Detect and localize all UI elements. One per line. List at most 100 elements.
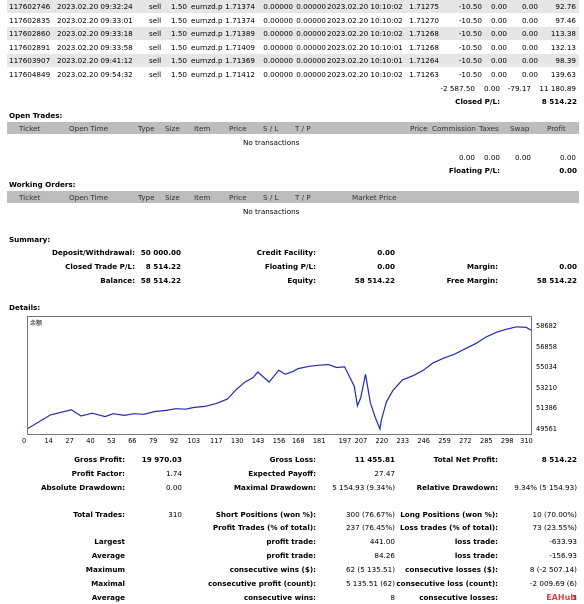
- x-tick-label: 220: [375, 437, 389, 445]
- y-tick-label: 51386: [536, 404, 557, 413]
- eahub-watermark: EAHub: [546, 593, 576, 602]
- table-cell: 0.00000: [296, 29, 326, 38]
- stat-avg-cons-wins-label: consecutive wins:: [243, 593, 316, 602]
- table-cell: 0.00: [490, 15, 507, 25]
- table-cell: 1.71268: [409, 29, 439, 38]
- table-cell: 1.71369: [225, 56, 255, 65]
- table-cell: 2023.02.20 09:41:12: [57, 56, 133, 65]
- x-tick-label: 130: [230, 437, 244, 445]
- table-cell: 1.50: [170, 69, 187, 79]
- table-cell: 0.00: [521, 42, 538, 52]
- stat-short: 300 (76.67%): [345, 510, 395, 519]
- table-cell: 2023.02.20 10:10:02: [327, 2, 403, 11]
- stat-cons-profit-label: consecutive profit (count):: [207, 579, 316, 588]
- margin-label: Margin:: [466, 262, 498, 271]
- table-cell: sell: [149, 56, 162, 65]
- column-header: Profit: [547, 124, 566, 133]
- stat-total-trades: 310: [168, 510, 182, 519]
- x-tick-label: 156: [272, 437, 286, 445]
- stat-max-dd: 5 154.93 (9.34%): [332, 483, 395, 492]
- balance-chart-svg: [27, 326, 532, 432]
- stat-largest-profit: 441.00: [369, 537, 395, 546]
- table-cell: eurnzd.p: [191, 2, 223, 11]
- table-cell: 0.00000: [263, 56, 293, 65]
- x-tick-label: 272: [459, 437, 472, 445]
- stat-rel-dd-label: Relative Drawdown:: [416, 483, 498, 492]
- table-cell: 2023.02.20 10:10:02: [327, 69, 403, 79]
- stat-avg2-label: Average: [91, 593, 125, 602]
- closed-pl-value: 8 514.22: [541, 97, 577, 106]
- working-orders-title: Working Orders:: [9, 180, 76, 189]
- x-tick-label: 181: [312, 437, 326, 445]
- details-title: Details:: [9, 303, 41, 312]
- x-tick-label: 40: [86, 437, 95, 445]
- stat-avg-cons-losses-label: consecutive losses:: [419, 593, 498, 602]
- y-tick-label: 58682: [536, 322, 557, 330]
- stat-expected-payoff: 27.47: [374, 469, 395, 478]
- table-cell: 2023.02.20 09:32:24: [57, 2, 133, 11]
- table-cell: sell: [149, 42, 162, 52]
- table-row: 117602746 2023.02.20 09:32:24 sell 1.50 eurn…: [7, 0, 579, 13]
- closed-trade-label: Closed Trade P/L:: [65, 262, 135, 271]
- table-row: 117604849 2023.02.20 09:54:32 sell 1.50 eurn…: [7, 68, 579, 81]
- stat-rel-dd: 9.34% (5 154.93): [514, 483, 577, 492]
- table-cell: 117602746: [9, 2, 51, 11]
- stat-total-trades-label: Total Trades:: [73, 510, 125, 519]
- table-cell: 1.71264: [409, 56, 439, 65]
- table-cell: 0.00: [521, 29, 538, 38]
- column-header: Type: [138, 124, 155, 133]
- table-cell: 2023.02.20 09:33:58: [57, 42, 133, 52]
- equity-label: Equity:: [287, 276, 316, 285]
- table-cell: 0.00000: [263, 15, 293, 25]
- x-tick-label: 259: [438, 437, 451, 445]
- column-header: Commission: [432, 124, 476, 133]
- stat-gross-profit-label: Gross Profit:: [74, 455, 125, 464]
- x-tick-label: 285: [480, 437, 493, 445]
- table-cell: 0.00000: [296, 42, 326, 52]
- table-cell: eurnzd.p: [191, 69, 223, 79]
- table-cell: 117602860: [9, 29, 51, 38]
- stat-cons-wins: 62 (5 135.51): [345, 565, 395, 574]
- stat-gross-profit: 19 970.03: [141, 455, 182, 464]
- x-tick-label: 53: [107, 437, 116, 445]
- y-tick-label: 56858: [536, 342, 557, 351]
- summary-title: Summary:: [9, 235, 51, 244]
- table-cell: 0.00: [521, 56, 538, 65]
- table-cell: 1.50: [170, 15, 187, 25]
- table-cell: 2023.02.20 09:33:18: [57, 29, 133, 38]
- floating-pl-value: 0.00: [559, 166, 577, 175]
- equity-value: 58 514.22: [354, 276, 395, 285]
- balance-label: Balance:: [100, 276, 135, 285]
- stat-avg-cons-losses: 3: [572, 593, 577, 602]
- table-cell: eurnzd.p: [191, 42, 223, 52]
- column-header: Open Time: [69, 193, 109, 202]
- x-tick-label: 117: [210, 437, 223, 445]
- stat-profit-factor-label: Profit Factor:: [71, 469, 125, 478]
- free-margin-label: Free Margin:: [446, 276, 498, 285]
- table-cell: 113.38: [550, 29, 576, 38]
- stat-profit-factor: 1.74: [165, 469, 182, 478]
- table-cell: 0.00: [521, 15, 538, 25]
- column-header: Item: [194, 124, 211, 133]
- stat-average-profit: 84.26: [374, 551, 395, 560]
- stat-profit-trades-label: Profit Trades (% of total):: [212, 523, 316, 532]
- table-cell: 1.50: [170, 2, 187, 11]
- stat-loss-trades-label: Loss trades (% of total):: [399, 523, 498, 532]
- column-header: Price: [410, 124, 428, 133]
- balance-chart: [27, 316, 532, 435]
- table-cell: 0.00: [521, 69, 538, 79]
- column-header: Swap: [510, 124, 530, 133]
- stat-cons-losses: 8 (-2 507.14): [529, 565, 577, 574]
- stat-avg-cons-wins: 8: [390, 593, 395, 602]
- closed-trade-value: 8 514.22: [145, 262, 181, 271]
- table-cell: 0.00: [490, 2, 507, 11]
- column-header: Taxes: [479, 124, 499, 133]
- table-cell: 1.71412: [225, 69, 255, 79]
- column-header: Item: [194, 193, 211, 202]
- table-cell: -10.50: [458, 69, 482, 79]
- stat-expected-payoff-label: Expected Payoff:: [248, 469, 316, 478]
- table-cell: 0.00000: [263, 42, 293, 52]
- table-cell: 117602835: [9, 15, 51, 25]
- open-swap-total: 0.00: [514, 153, 531, 162]
- x-tick-label: 14: [44, 437, 53, 445]
